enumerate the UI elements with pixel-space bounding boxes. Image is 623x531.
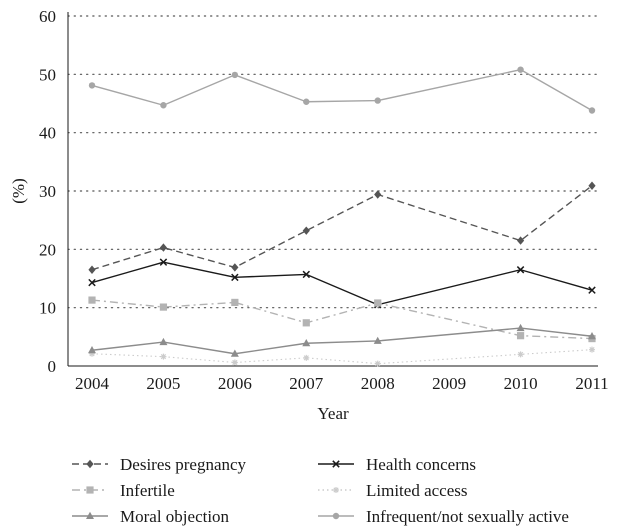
- legend-label: Limited access: [366, 481, 468, 500]
- data-point: [517, 66, 524, 73]
- series-line: [91, 185, 593, 271]
- legend-marker: [333, 487, 339, 493]
- data-point: [88, 82, 96, 89]
- data-point: [374, 299, 382, 307]
- series-desires-pregnancy: [88, 181, 596, 274]
- data-point: [159, 243, 168, 252]
- y-tick-label: 50: [39, 65, 56, 84]
- legend-item-health-concerns: Health concerns: [318, 455, 476, 474]
- data-point: [516, 332, 525, 340]
- y-tick-label: 40: [39, 124, 56, 143]
- data-point: [160, 102, 167, 109]
- series-lines: [88, 66, 596, 367]
- data-point: [231, 359, 238, 366]
- data-point: [231, 298, 239, 307]
- series-moral-objection: [88, 323, 596, 357]
- data-point: [302, 319, 310, 327]
- x-tick-label: 2009: [432, 374, 466, 393]
- y-tick-label: 0: [48, 357, 57, 376]
- data-point: [374, 360, 381, 367]
- data-point: [588, 181, 596, 190]
- data-point: [374, 97, 381, 104]
- data-point: [374, 190, 382, 199]
- y-tick-label: 60: [39, 7, 56, 26]
- series-line: [91, 261, 593, 306]
- legend-item-limited-access: Limited access: [318, 481, 468, 500]
- data-point: [89, 350, 95, 357]
- data-point: [373, 336, 382, 344]
- data-point: [231, 71, 239, 79]
- series-line: [91, 327, 593, 355]
- legend: Desires pregnancy Health concerns Infertil…: [72, 455, 569, 526]
- legend-item-infrequent-not-sexually-active: Infrequent/not sexually active: [318, 507, 569, 526]
- data-point: [588, 286, 596, 294]
- data-point: [231, 273, 239, 282]
- y-axis-title: (%): [9, 178, 28, 203]
- x-tick-label: 2005: [146, 374, 180, 393]
- data-point: [159, 258, 168, 266]
- legend-label: Infertile: [120, 481, 175, 500]
- data-point: [302, 226, 310, 235]
- x-axis-title: Year: [317, 404, 349, 423]
- data-point: [88, 278, 96, 287]
- data-point: [516, 236, 525, 245]
- legend-marker: [86, 511, 94, 519]
- legend-marker: [86, 486, 94, 494]
- data-point: [589, 346, 595, 353]
- data-point: [588, 332, 596, 340]
- data-point: [88, 296, 96, 304]
- data-point: [588, 107, 596, 114]
- x-tick-label: 2008: [361, 374, 395, 393]
- legend-item-desires-pregnancy: Desires pregnancy: [72, 455, 247, 474]
- data-point: [517, 351, 524, 358]
- series-line: [91, 68, 593, 112]
- legend-marker: [86, 459, 94, 469]
- data-point: [88, 346, 96, 354]
- series-infrequent-not-sexually-active: [88, 66, 596, 114]
- data-point: [303, 354, 310, 361]
- legend-item-infertile: Infertile: [72, 481, 175, 500]
- legend-item-moral-objection: Moral objection: [72, 507, 230, 526]
- y-tick-label: 30: [39, 182, 56, 201]
- data-point: [516, 266, 525, 274]
- data-point: [302, 270, 311, 279]
- axes: 0 10 20 30 40 50 60 2004 2005 2006 2007 2008 2009 201…: [39, 7, 609, 393]
- gridlines: [67, 15, 599, 309]
- data-point: [160, 353, 167, 360]
- x-tick-label: 2004: [75, 374, 110, 393]
- data-point: [303, 98, 310, 105]
- series-line: [91, 349, 593, 365]
- data-point: [516, 323, 525, 332]
- data-point: [159, 303, 168, 311]
- legend-marker: [332, 512, 340, 520]
- series-limited-access: [89, 346, 595, 367]
- legend-marker: [332, 460, 340, 468]
- data-point: [231, 263, 239, 272]
- y-tick-label: 10: [39, 299, 56, 318]
- data-point: [302, 339, 311, 347]
- x-tick-label: 2007: [289, 374, 324, 393]
- series-health-concerns: [88, 258, 596, 309]
- legend-label: Infrequent/not sexually active: [366, 507, 569, 526]
- y-tick-label: 20: [39, 240, 56, 259]
- data-point: [159, 337, 168, 346]
- data-point: [230, 349, 239, 357]
- data-point: [88, 265, 96, 274]
- legend-label: Moral objection: [120, 507, 230, 526]
- x-tick-label: 2011: [575, 374, 608, 393]
- series-infertile: [88, 296, 596, 343]
- legend-label: Desires pregnancy: [120, 455, 247, 474]
- legend-label: Health concerns: [366, 455, 476, 474]
- x-tick-label: 2006: [218, 374, 252, 393]
- x-tick-label: 2010: [504, 374, 538, 393]
